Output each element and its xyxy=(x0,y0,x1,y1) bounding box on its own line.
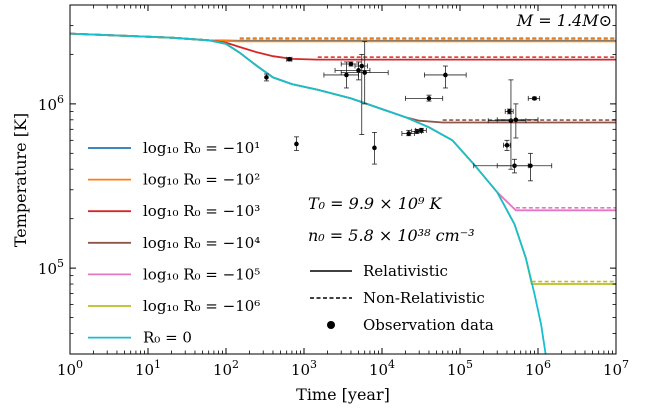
observation-point xyxy=(372,145,377,151)
axis-ticks: 100 101 102 103 104 105 106 107 105 106 xyxy=(38,4,629,379)
x-tick-label: 101 xyxy=(135,358,161,379)
observation-point xyxy=(287,56,292,62)
x-tick-label: 102 xyxy=(213,358,239,379)
legend-label-5: log₁₀ R₀ = −10⁶ xyxy=(143,297,260,315)
legend-label-2: log₁₀ R₀ = −10³ xyxy=(143,202,260,220)
observation-point xyxy=(513,117,519,123)
x-tick-label: 100 xyxy=(57,358,83,379)
observation-point xyxy=(348,61,354,67)
observation-point xyxy=(443,72,448,78)
y-tick-label: 106 xyxy=(38,93,64,114)
observation-point xyxy=(426,96,432,101)
x-tick-label: 104 xyxy=(369,358,395,379)
legend-label-4: log₁₀ R₀ = −10⁵ xyxy=(143,265,260,283)
series-line-3 xyxy=(70,32,616,124)
observation-point xyxy=(362,70,367,75)
legend-label-3: log₁₀ R₀ = −10⁴ xyxy=(143,234,260,252)
style-legend: Relativistic Non-Relativistic Observation … xyxy=(310,262,494,334)
observation-point xyxy=(264,75,269,80)
observation-point xyxy=(419,128,424,133)
observation-point xyxy=(528,163,533,169)
observation-point xyxy=(508,118,514,123)
observation-point xyxy=(344,72,349,78)
observation-point xyxy=(532,96,537,101)
x-tick-label: 105 xyxy=(447,358,473,379)
t0-annotation: T₀ = 9.9 × 10⁹ K xyxy=(308,194,443,213)
plot-frame xyxy=(69,4,617,355)
style-swatch-dot xyxy=(327,321,335,329)
y-axis-label: Temperature [K] xyxy=(11,113,30,247)
legend-label-0: log₁₀ R₀ = −10¹ xyxy=(143,139,260,157)
observation-point xyxy=(504,142,510,148)
style-label-0: Relativistic xyxy=(363,262,448,280)
observation-point xyxy=(294,141,299,147)
x-tick-label: 107 xyxy=(603,358,629,379)
legend-label-6: R₀ = 0 xyxy=(143,329,192,347)
style-label-1: Non-Relativistic xyxy=(363,289,485,307)
mass-annotation: M = 1.4M⊙ xyxy=(516,11,612,30)
series-line-6 xyxy=(70,32,547,354)
observation-point xyxy=(356,68,361,73)
n0-annotation: n₀ = 5.8 × 10³⁸ cm⁻³ xyxy=(308,226,475,245)
observation-layer xyxy=(263,41,553,182)
series-legend: log₁₀ R₀ = −10¹ log₁₀ R₀ = −10² log₁₀ R₀ =… xyxy=(88,139,260,347)
style-label-2: Observation data xyxy=(363,316,494,334)
x-tick-label: 106 xyxy=(525,358,551,379)
observation-point xyxy=(359,63,365,69)
observation-point xyxy=(406,131,412,136)
x-axis-label: Time [year] xyxy=(296,385,390,404)
y-tick-label: 105 xyxy=(38,257,64,278)
x-tick-label: 103 xyxy=(291,358,317,379)
legend-label-1: log₁₀ R₀ = −10² xyxy=(143,171,260,189)
